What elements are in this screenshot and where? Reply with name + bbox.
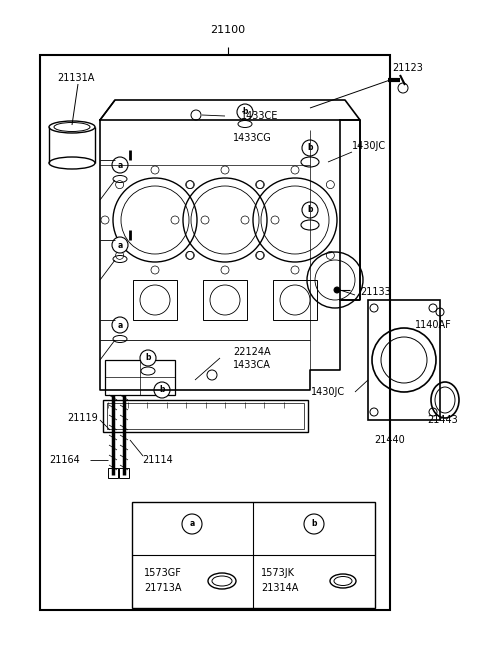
Text: 21100: 21100 [210,25,246,35]
Bar [40,55,390,610]
Text: 21443: 21443 [428,415,458,425]
Bar [105,360,175,395]
Circle shape [112,157,128,173]
Bar [273,280,317,320]
Text: b: b [307,144,313,152]
Text: 1433CG: 1433CG [233,133,271,143]
Text: 21123: 21123 [393,63,423,73]
Circle shape [304,514,324,534]
Text: 21164: 21164 [49,455,80,465]
Text: 1140AF: 1140AF [415,320,452,330]
Text: 1573JK: 1573JK [261,568,295,578]
Text: 21131A: 21131A [57,73,95,83]
Text: b: b [159,386,165,394]
Bar [108,468,118,478]
Text: 21133: 21133 [360,287,391,297]
Circle shape [334,287,340,293]
Text: 1430JC: 1430JC [352,141,386,151]
Text: 22124A: 22124A [233,347,271,357]
Bar [107,403,304,429]
Circle shape [237,104,253,120]
Bar [119,468,129,478]
Circle shape [112,237,128,253]
Bar [368,300,440,420]
Text: 21114: 21114 [143,455,173,465]
Circle shape [302,202,318,218]
Text: b: b [242,108,248,117]
Bar [103,400,308,432]
Text: b: b [307,205,313,215]
Circle shape [154,382,170,398]
Text: 21440: 21440 [374,435,406,445]
Text: b: b [311,520,317,529]
Text: 21314A: 21314A [261,583,299,593]
Text: 1433CA: 1433CA [233,360,271,370]
Circle shape [140,350,156,366]
Text: a: a [190,520,194,529]
Text: b: b [145,354,151,363]
Text: a: a [118,161,122,169]
Circle shape [182,514,202,534]
Bar [203,280,247,320]
Circle shape [112,317,128,333]
Bar [132,502,375,608]
Text: 21713A: 21713A [144,583,181,593]
Bar [133,280,177,320]
Circle shape [302,140,318,156]
Text: 1573GF: 1573GF [144,568,182,578]
Text: 1430JC: 1430JC [311,387,345,397]
Text: 1433CE: 1433CE [241,111,279,121]
Text: a: a [118,241,122,249]
Text: a: a [118,321,122,329]
Text: 21119: 21119 [68,413,98,423]
